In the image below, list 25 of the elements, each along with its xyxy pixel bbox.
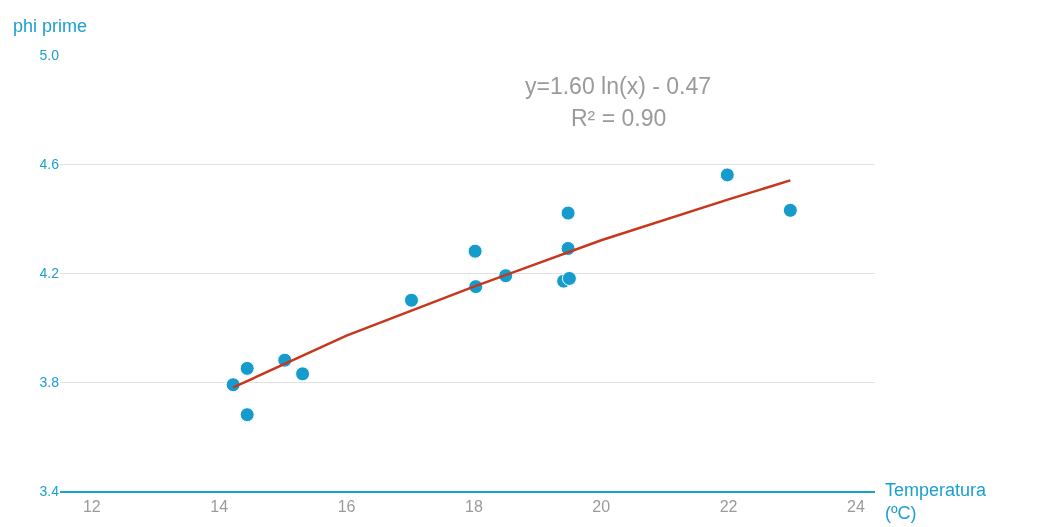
point xyxy=(239,407,255,423)
x-axis-title: Temperatura (ºC) xyxy=(885,480,988,524)
y-tick-label: 4.6 xyxy=(39,155,60,172)
x-tick-label: 14 xyxy=(210,497,229,515)
y-axis-title: phi prime xyxy=(13,16,88,36)
point xyxy=(719,167,735,183)
point xyxy=(295,366,311,382)
y-tick-label: 4.2 xyxy=(39,264,60,281)
y-tick-label: 3.4 xyxy=(39,482,60,499)
point xyxy=(239,360,255,376)
x-tick-label: 22 xyxy=(719,497,738,515)
x-tick-label: 18 xyxy=(464,497,483,515)
annotation: R² = 0.90 xyxy=(571,105,667,131)
point xyxy=(782,202,798,218)
point xyxy=(561,270,577,286)
x-tick-label: 12 xyxy=(82,497,101,515)
x-tick-label: 20 xyxy=(592,497,611,515)
y-tick-label: 3.8 xyxy=(39,373,60,390)
x-tick-label: 24 xyxy=(847,497,865,515)
point xyxy=(560,205,576,221)
y-tick-label: 5.0 xyxy=(39,46,60,63)
x-tick-label: 16 xyxy=(337,497,356,515)
point xyxy=(403,292,419,308)
point xyxy=(467,243,483,259)
annotation: y=1.60 ln(x) - 0.47 xyxy=(525,73,712,99)
